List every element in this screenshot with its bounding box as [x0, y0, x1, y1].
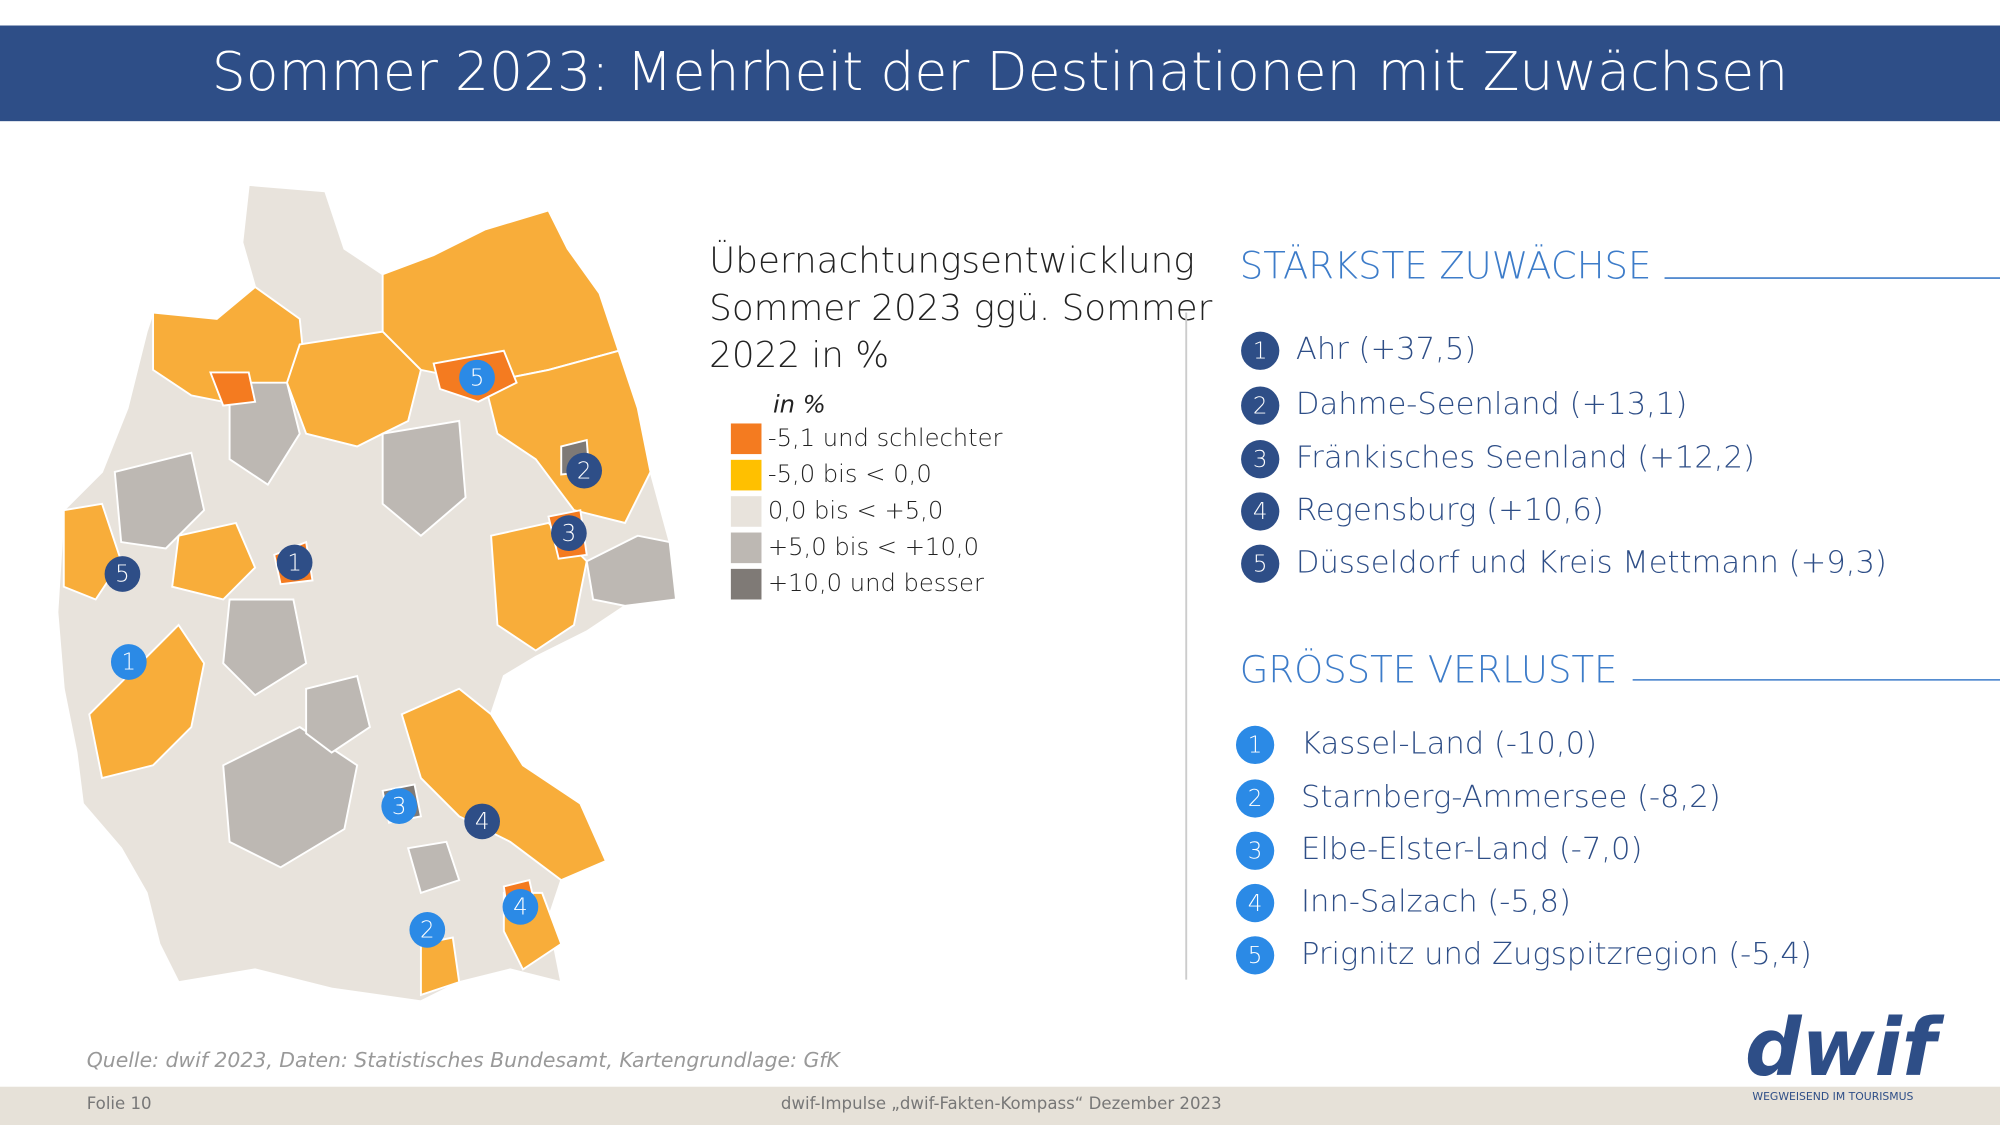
rank-text: Prignitz und Zugspitzregion (-5,4): [1301, 937, 1812, 972]
legend-label: +10,0 und besser: [768, 569, 984, 597]
map-marker: [276, 544, 313, 581]
rank-badge: [1235, 725, 1275, 765]
legend-swatch: [730, 568, 762, 600]
rank-badge: [1235, 936, 1275, 975]
map-region: [222, 725, 359, 869]
map-region: [305, 674, 371, 754]
header-bar: [0, 25, 2000, 122]
rank-badge: [1241, 386, 1280, 425]
footer-center: dwif-Impulse „dwif-Fakten-Kompass“ Dezem…: [781, 1094, 1222, 1113]
map-region: [113, 451, 206, 550]
map-region: [381, 419, 467, 537]
rank-badge: [1235, 831, 1275, 870]
legend-label: 0,0 bis < +5,0: [768, 496, 943, 524]
map-regions-orange: [62, 209, 652, 997]
footer-bar: [0, 1086, 2000, 1125]
rank-number: 2: [1248, 786, 1263, 812]
map-region: [406, 840, 461, 895]
source-note: Quelle: dwif 2023, Daten: Statistisches …: [87, 1048, 842, 1072]
rank-number: 4: [1248, 891, 1263, 917]
map-marker-label: 2: [420, 918, 435, 944]
map-marker-label: 3: [392, 794, 407, 820]
logo-tagline: WEGWEISEND IM TOURISMUS: [1752, 1090, 1913, 1103]
slide-number: Folie 10: [87, 1094, 152, 1113]
rank-text: Regensburg (+10,6): [1296, 493, 1604, 528]
rank-text: Fränkisches Seenland (+12,2): [1296, 441, 1755, 476]
map-marker: [104, 556, 141, 592]
rank-number: 5: [1253, 552, 1268, 578]
map-marker-label: 1: [287, 550, 302, 576]
rank-text: Elbe-Elster-Land (-7,0): [1301, 832, 1642, 867]
map-marker: [381, 788, 418, 824]
rank-text: Kassel-Land (-10,0): [1301, 726, 1597, 761]
map-region: [171, 521, 257, 601]
map-region: [88, 623, 206, 780]
legend-label: -5,0 bis < 0,0: [768, 460, 932, 488]
map-marker: [409, 911, 446, 948]
legend-label: -5,1 und schlechter: [768, 424, 1003, 452]
rank-number: 3: [1248, 839, 1263, 865]
rank-badge: [1241, 331, 1280, 370]
rank-text: Dahme-Seenland (+13,1): [1296, 387, 1687, 422]
map-region: [483, 349, 652, 525]
rank-text: Starnberg-Ammersee (-8,2): [1301, 780, 1721, 815]
legend-unit: in %: [773, 391, 826, 419]
map-marker-label: 4: [513, 895, 528, 921]
rank-badge: [1235, 779, 1275, 818]
map-marker: [110, 644, 147, 680]
legend-swatch: [730, 459, 762, 491]
rank-number: 5: [1248, 943, 1263, 969]
map-marker: [551, 515, 587, 552]
map-regions-gray: [113, 381, 678, 895]
map-marker: [459, 359, 495, 396]
map-marker: [566, 452, 603, 489]
legend-label: +5,0 bis < +10,0: [768, 533, 979, 561]
rank-number: 1: [1253, 339, 1268, 365]
slide-title: Sommer 2023: Mehrheit der Destinationen …: [212, 40, 1788, 103]
map-marker-label: 3: [562, 521, 577, 547]
map-marker-label: 5: [115, 562, 130, 588]
rank-number: 1: [1248, 733, 1263, 759]
map-region: [222, 598, 308, 697]
rank-text: Düsseldorf und Kreis Mettmann (+9,3): [1296, 545, 1887, 580]
map-marker-label: 2: [577, 458, 592, 484]
rank-text: Ahr (+37,5): [1296, 332, 1476, 367]
rank-badge: [1241, 440, 1280, 479]
legend-swatch: [730, 423, 762, 455]
germany-map: [56, 183, 678, 1003]
legend-swatch: [730, 532, 762, 564]
map-legend: Übernachtungsentwicklung Sommer 2023 ggü…: [709, 240, 1212, 419]
rank-badge: [1241, 492, 1280, 531]
map-region: [585, 534, 678, 607]
logo: dwif: [1745, 1002, 1945, 1094]
map-region: [209, 371, 257, 407]
gains-title: STÄRKSTE ZUWÄCHSE: [1240, 243, 1652, 287]
rank-number: 2: [1253, 393, 1268, 419]
map-marker: [464, 803, 500, 840]
map-region: [228, 381, 301, 487]
map-marker-label: 1: [122, 650, 137, 676]
map-region: [400, 687, 608, 882]
rank-text: Inn-Salzach (-5,8): [1301, 885, 1571, 920]
legend-title: 2022 in %: [709, 335, 889, 376]
map-marker-label: 5: [470, 365, 485, 391]
rank-badge: [1241, 544, 1280, 583]
losses-title: GRÖSSTE VERLUSTE: [1240, 648, 1618, 692]
map-marker-label: 4: [475, 809, 490, 835]
legend-swatch: [730, 496, 762, 527]
rank-badge: [1235, 883, 1275, 923]
legend-title: Sommer 2023 ggü. Sommer: [709, 288, 1212, 329]
rank-number: 3: [1253, 447, 1268, 473]
legend-title: Übernachtungsentwicklung: [709, 240, 1194, 282]
rank-number: 4: [1253, 499, 1268, 525]
map-marker: [502, 889, 539, 925]
